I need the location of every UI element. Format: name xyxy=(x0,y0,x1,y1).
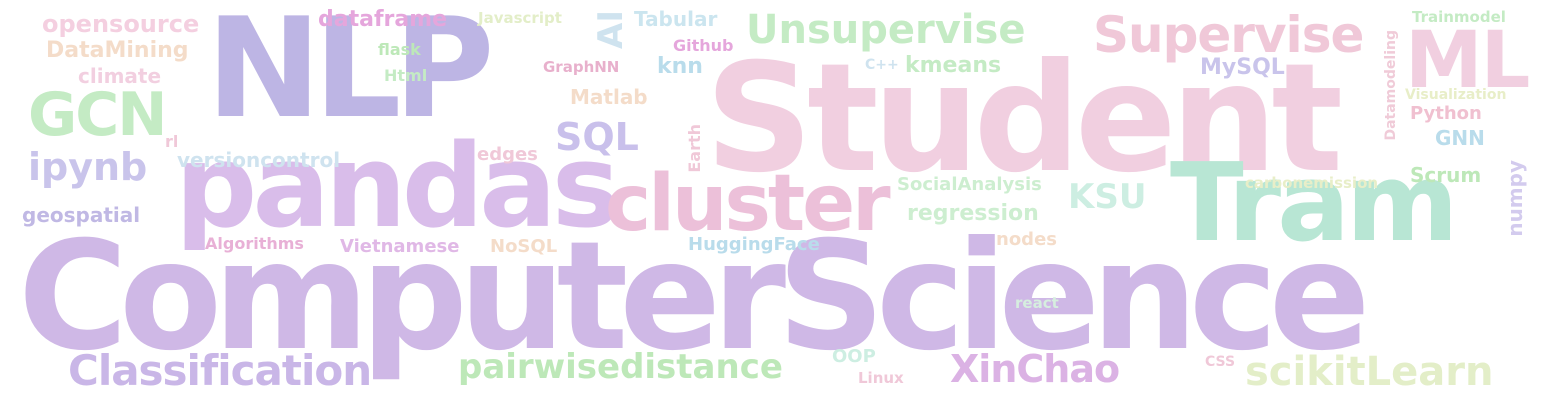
word-versioncontrol: versioncontrol xyxy=(177,148,341,172)
word-pairwisedistance: pairwisedistance xyxy=(458,347,783,387)
word-nosql: NoSQL xyxy=(490,236,558,257)
word-computerscience: ComputerScience xyxy=(18,210,1371,384)
word-nlp: NLP xyxy=(206,0,495,149)
word-numpy: numpy xyxy=(1503,160,1527,237)
word-algorithms: Algorithms xyxy=(205,234,304,253)
word-opensource: opensource xyxy=(42,10,200,38)
word-knn: knn xyxy=(657,54,703,79)
word-pandas: pandas xyxy=(175,120,620,254)
word-github: Github xyxy=(673,36,734,55)
word-oop: OOP xyxy=(832,346,876,367)
word-edges: edges xyxy=(477,144,538,165)
word-gnn: GNN xyxy=(1435,126,1485,150)
word-earth: Earth xyxy=(685,124,704,173)
word-tabular: Tabular xyxy=(634,7,718,31)
word-geospatial: geospatial xyxy=(22,203,141,227)
word-ksu: KSU xyxy=(1068,177,1147,217)
word-visualization: Visualization xyxy=(1405,87,1507,103)
word-ipynb: ipynb xyxy=(28,145,148,189)
word-javascript: Javascript xyxy=(478,9,562,27)
word-linux: Linux xyxy=(858,369,904,387)
word-sql: SQL xyxy=(555,115,639,159)
word-css: CSS xyxy=(1205,354,1236,370)
word-kmeans: kmeans xyxy=(905,53,1002,78)
word-nodes: nodes xyxy=(996,229,1057,250)
word-datamining: DataMining xyxy=(46,38,189,63)
word-ml: ML xyxy=(1405,16,1530,106)
word-rl: rl xyxy=(165,132,179,151)
word-python: Python xyxy=(1410,103,1482,124)
word-graphnn: GraphNN xyxy=(543,58,620,76)
word-gcn: GCN xyxy=(28,80,167,150)
word-trainmodel: Trainmodel xyxy=(1412,8,1506,26)
word-unsupervise: Unsupervise xyxy=(746,7,1026,53)
word-regression: regression xyxy=(907,201,1039,226)
word-student: Student xyxy=(705,32,1343,206)
word-socialanalysis: SocialAnalysis xyxy=(897,174,1042,195)
word-mysql: MySQL xyxy=(1200,55,1285,80)
word-ai: AI xyxy=(591,10,631,49)
word-react: react xyxy=(1015,294,1059,312)
word-classification: Classification xyxy=(68,346,372,395)
word-tram: Tram xyxy=(1170,141,1458,266)
word-cpp: C++ xyxy=(865,57,899,73)
word-xinchao: XinChao xyxy=(950,347,1120,391)
word-scikitlearn: scikitLearn xyxy=(1245,349,1494,395)
word-cluster: cluster xyxy=(605,159,891,249)
word-climate: climate xyxy=(78,64,162,88)
word-datamodeling: Datamodeling xyxy=(1383,30,1399,141)
word-carbonemission: carbonemission xyxy=(1245,174,1379,192)
word-matlab: Matlab xyxy=(570,85,648,109)
word-vietnamese: Vietnamese xyxy=(340,236,460,257)
word-scrum: Scrum xyxy=(1410,163,1482,187)
word-dataframe: dataframe xyxy=(318,7,448,32)
word-huggingface: HuggingFace xyxy=(688,234,820,255)
word-supervise: Supervise xyxy=(1093,6,1364,64)
word-html: Html xyxy=(384,66,428,85)
word-flask: flask xyxy=(378,40,421,59)
